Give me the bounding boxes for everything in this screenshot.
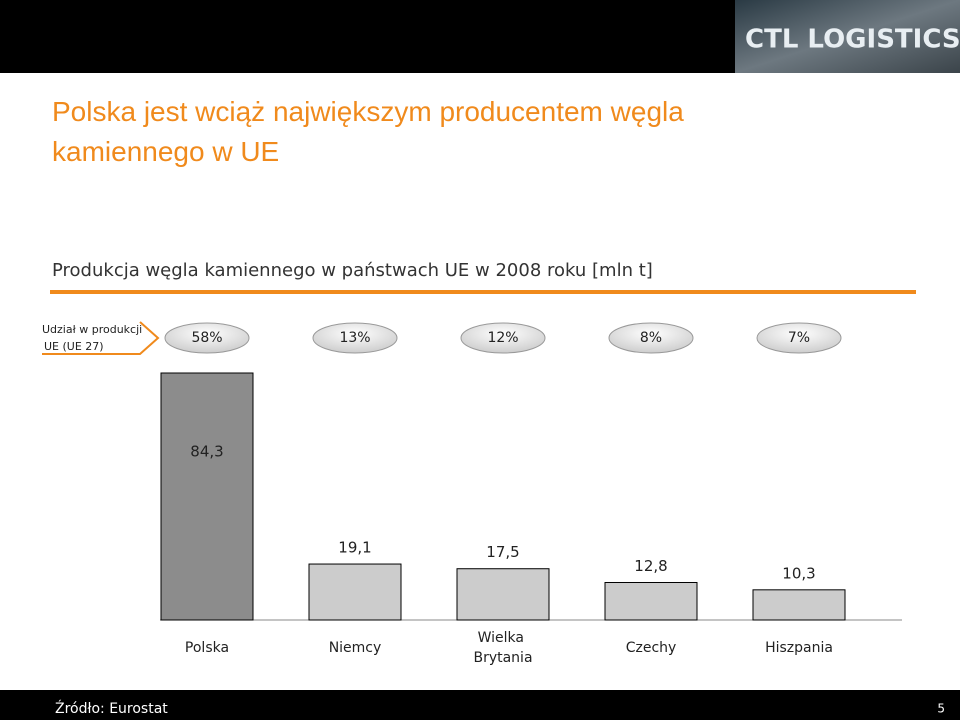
- category-label: Czechy: [626, 640, 677, 656]
- share-pill: [460, 322, 546, 354]
- value-label: 17,5: [486, 543, 519, 561]
- footer-bar: [0, 690, 960, 720]
- share-pill: [756, 322, 842, 354]
- share-pill: [164, 322, 250, 354]
- page-number: 5: [937, 702, 945, 716]
- share-label-value: 12%: [487, 330, 518, 346]
- share-label-value: 8%: [640, 330, 662, 346]
- value-label: 12,8: [634, 557, 667, 575]
- value-label: 84,3: [190, 443, 223, 461]
- bar: [456, 568, 550, 621]
- chevron: [42, 321, 160, 355]
- share-label-value: 7%: [788, 330, 810, 346]
- logo: CTL LOGISTICS: [745, 25, 960, 55]
- category-label: Wielka Brytania: [473, 630, 532, 666]
- bar: [752, 589, 846, 621]
- category-label: Niemcy: [329, 640, 382, 656]
- bar: [160, 372, 254, 621]
- logo-image: [735, 0, 960, 73]
- bar: [308, 563, 402, 621]
- title: Polska jest wciąż największym producente…: [52, 96, 684, 167]
- value-label: 10,3: [782, 564, 815, 582]
- divider: [50, 290, 916, 294]
- bar: [604, 581, 698, 621]
- subtitle: Produkcja węgla kamiennego w państwach U…: [52, 260, 653, 281]
- share-pill: [608, 322, 694, 354]
- category-label: Hiszpania: [765, 640, 833, 656]
- share-label: Udział w produkcji UE (UE 27): [42, 323, 146, 353]
- share-pill: [312, 322, 398, 354]
- share-label-value: 58%: [191, 330, 222, 346]
- category-label: Polska: [185, 640, 229, 656]
- share-label-value: 13%: [339, 330, 370, 346]
- value-label: 19,1: [338, 539, 371, 557]
- source: Źródło: Eurostat: [55, 699, 168, 717]
